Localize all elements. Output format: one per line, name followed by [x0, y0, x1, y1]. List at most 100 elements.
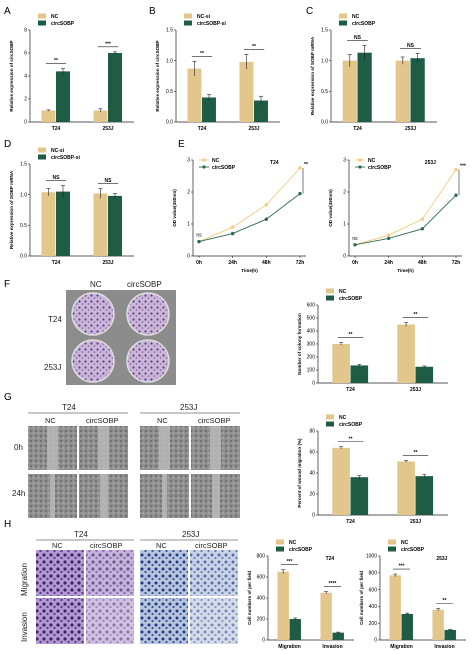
d-bar [41, 192, 56, 256]
g-legend-label: circSOBP [339, 422, 363, 428]
g-y-tick-label: 0 [312, 513, 315, 519]
f-x-tick-label: T24 [346, 387, 355, 393]
c-bar [410, 58, 425, 122]
e1-x-tick-label: 48h [262, 260, 271, 266]
b-y-tick-label: 1.5 [166, 28, 173, 34]
d-x-tick-label: T24 [52, 260, 61, 266]
f-y-tick-label: 400 [307, 329, 316, 335]
g-bar [332, 447, 350, 515]
f-sig-label: ** [414, 312, 418, 318]
c-legend-swatch [339, 20, 347, 26]
e1-legend-label: NC [212, 158, 220, 164]
e2-data-point [386, 233, 391, 237]
f-legend-label: circSOBP [339, 296, 363, 302]
h1-bar [289, 619, 301, 640]
b-x-tick-label: 253J [248, 126, 259, 132]
e2-x-tick-label: 0h [352, 260, 358, 266]
transwell-col-nc-253j: NC [156, 541, 167, 550]
panel-label-c: C [306, 6, 313, 17]
a-bar [108, 53, 122, 122]
b-legend-label: NC-si [197, 14, 211, 20]
h1-y-tick-label: 800 [257, 554, 266, 560]
panel-label-e: E [178, 139, 185, 150]
wound-t24-col-circsobp: circSOBP [86, 416, 119, 425]
h2-bar [444, 629, 456, 640]
h2-y-tick-label: 800 [369, 571, 378, 577]
plate-col-nc: NC [90, 280, 102, 289]
h2-chart-title: 253J [436, 556, 447, 562]
h2-y-tick-label: 200 [369, 621, 378, 627]
colony-plates: NC circSOBP T24 253J [44, 280, 176, 385]
c-bar [395, 60, 410, 122]
e2-series-line [354, 169, 457, 246]
b-legend-label: circSOBP-si [197, 21, 227, 27]
g-x-tick-label: T24 [346, 519, 355, 525]
b-y-axis-label: Relative expression of circSOBP [155, 40, 160, 111]
a-legend-label: circSOBP [51, 21, 75, 27]
h1-y-tick-label: 600 [257, 575, 266, 581]
d-bar [93, 193, 108, 256]
h2-y-axis-label: Cell numbers of per field [359, 571, 364, 625]
e2-legend-label: NC [368, 158, 376, 164]
e2-data-point [454, 167, 458, 172]
f-bar [397, 324, 415, 383]
h1-legend-label: circSOBP [289, 547, 313, 553]
e1-data-point [230, 225, 235, 229]
h2-bar [401, 613, 413, 640]
h1-legend-label: NC [289, 540, 297, 546]
g-y-tick-label: 40 [309, 471, 315, 477]
f-x-tick-label: 253J [410, 387, 421, 393]
g-y-tick-label: 60 [309, 450, 315, 456]
c-y-tick-label: 1.5 [321, 28, 328, 34]
b-sig-label: ** [252, 44, 256, 50]
b-legend-swatch [184, 13, 192, 19]
f-y-tick-label: 300 [307, 342, 316, 348]
a-y-axis-label: Relative expression of circSOBP [9, 40, 14, 111]
h1-legend-swatch [276, 546, 284, 552]
transwell-t24-inv-circsobp [86, 598, 134, 644]
g-legend-label: NC [339, 415, 347, 421]
plate-253j-circsobp [126, 339, 170, 383]
g-legend-swatch [326, 414, 334, 420]
e1-sig-label: ns [196, 233, 202, 239]
h2-y-tick-label: 400 [369, 604, 378, 610]
a-sig-label: ** [54, 58, 58, 64]
e2-x-tick-label: 24h [384, 260, 393, 266]
wound-t24-col-nc: NC [45, 416, 56, 425]
e1-x-axis-label: Time(h) [241, 268, 258, 273]
g-sig-label: ** [349, 436, 353, 442]
d-y-tick-label: 1.0 [20, 192, 27, 198]
e2-x-axis-label: Time(h) [397, 268, 414, 273]
transwell-t24-mig-nc [36, 550, 84, 596]
wound-group-t24: T24 [62, 403, 76, 412]
a-x-tick-label: 253J [102, 126, 113, 132]
wound-images: T24 253J 0h 24h NC circSOBP NC circSOBP [12, 403, 240, 518]
d-legend-label: NC-si [51, 148, 65, 154]
h2-sig-label: ** [443, 598, 447, 604]
transwell-col-circsobp-t24: circSOBP [90, 541, 123, 550]
d-legend-swatch [38, 154, 46, 160]
g-y-axis-label: Percent of wound migration (%) [297, 438, 302, 508]
g-legend-swatch [326, 421, 334, 427]
f-y-tick-label: 0 [312, 381, 315, 387]
h2-x-tick-label: Invasion [434, 644, 454, 650]
b-y-tick-label: 1.0 [166, 58, 173, 64]
e2-y-tick-label: 3 [343, 158, 346, 164]
c-x-tick-label: 253J [405, 126, 416, 132]
b-bar [187, 68, 202, 122]
d-y-axis-label: Relative expression of SOBP mRNA [9, 170, 14, 249]
h2-sig-label: *** [399, 564, 405, 570]
e1-series-line [198, 193, 301, 243]
b-y-tick-label: 0.5 [166, 89, 173, 95]
plate-t24-nc [71, 292, 115, 336]
h2-legend-label: circSOBP [401, 547, 425, 553]
e2-data-point [386, 236, 391, 241]
f-bar [350, 365, 369, 383]
transwell-253j-mig-circsobp [190, 550, 238, 596]
e1-legend-label: circSOBP [212, 165, 236, 171]
a-y-tick-label: 0 [24, 120, 27, 126]
a-y-tick-label: 8 [24, 28, 27, 34]
panel-label-b: B [149, 6, 156, 17]
